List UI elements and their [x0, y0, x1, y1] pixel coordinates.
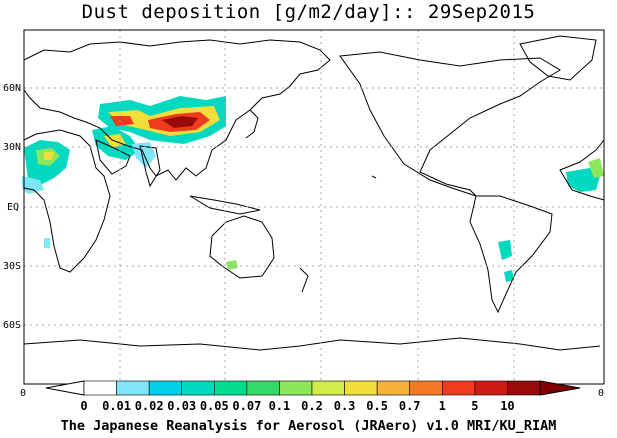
frame-corner-label-left: 0	[20, 388, 26, 399]
coastline-japan	[245, 109, 259, 139]
lat-label-30n: 30N	[3, 142, 21, 153]
dust-deposition-field	[22, 96, 604, 282]
colorbar: 0 0.01 0.02 0.03 0.05 0.07 0.1 0.2 0.3 0.5 0.7 1 5 10	[45, 380, 581, 413]
coastline-north-america	[339, 51, 561, 197]
lat-lon-grid	[24, 30, 604, 384]
dust-plume-argentina	[498, 240, 512, 260]
colorbar-tick-label: 1	[439, 399, 446, 413]
coastline-australia	[209, 215, 275, 279]
dust-plume-patagonia	[504, 270, 514, 282]
colorbar-tick-label: 0.7	[399, 399, 421, 413]
dust-plume-africa-east-core	[588, 158, 604, 178]
coastline-eurasia	[23, 39, 331, 181]
coastline-indonesia	[189, 195, 261, 215]
dust-plume-australia	[226, 260, 238, 270]
colorbar-swatch	[246, 380, 280, 396]
dust-plume-africa-east-edge	[566, 168, 600, 192]
coastline-africa	[23, 129, 111, 273]
colorbar-tick-label: 0.02	[135, 399, 164, 413]
coastline-hawaii	[371, 175, 377, 179]
colorbar-tick-label: 10	[500, 399, 514, 413]
colorbar-tick-label: 0.5	[366, 399, 388, 413]
colorbar-tick-label: 0.07	[232, 399, 261, 413]
colorbar-tick-label: 5	[471, 399, 478, 413]
colorbar-high-arrow	[539, 380, 581, 396]
colorbar-swatch	[181, 380, 215, 396]
lat-label-30s: 30S	[3, 261, 21, 272]
dust-plume-central-asia-peak	[162, 116, 198, 128]
colorbar-swatch	[409, 380, 443, 396]
colorbar-swatch	[344, 380, 378, 396]
dust-plume-sahara-center	[44, 152, 54, 160]
map-footer: The Japanese Reanalysis for Aerosol (JRA…	[60, 418, 557, 434]
coastline-greenland	[519, 35, 597, 81]
colorbar-tick-label: 0.01	[102, 399, 131, 413]
coastline-antarctica	[23, 337, 601, 351]
dust-plume-atlantic	[22, 176, 44, 194]
colorbar-swatch	[116, 380, 150, 396]
colorbar-tick-label: 0.1	[269, 399, 291, 413]
colorbar-swatch	[441, 380, 476, 396]
coastline-india	[139, 145, 161, 188]
colorbar-tick-label: 0.05	[200, 399, 229, 413]
lat-label-60s: 60S	[3, 320, 21, 331]
colorbar-swatch	[507, 380, 541, 396]
colorbar-low-arrow	[45, 380, 85, 396]
lat-label-eq: EQ	[7, 202, 19, 213]
coastline-new-zealand	[299, 267, 309, 293]
frame-corner-label-right: 0	[598, 388, 604, 399]
coastlines	[23, 35, 605, 351]
coastline-arabia	[95, 139, 131, 175]
colorbar-tick-label: 0.2	[301, 399, 323, 413]
dust-plume-madagascar	[44, 238, 50, 248]
lat-label-60n: 60N	[3, 83, 21, 94]
colorbar-swatch	[279, 380, 313, 396]
colorbar-swatch	[148, 380, 183, 396]
colorbar-swatch	[376, 380, 411, 396]
dust-plume-caspian	[110, 116, 134, 126]
colorbar-swatch	[311, 380, 345, 396]
colorbar-swatch	[83, 380, 117, 396]
latitude-labels: 60N 30N EQ 30S 60S	[3, 83, 21, 331]
colorbar-tick-label: 0.3	[334, 399, 356, 413]
coastline-south-america	[469, 195, 553, 314]
colorbar-swatch	[474, 380, 508, 396]
colorbar-swatch	[213, 380, 248, 396]
colorbar-tick-label: 0	[80, 399, 87, 413]
colorbar-tick-label: 0.03	[167, 399, 196, 413]
map-title: Dust deposition [g/m2/day]:: 29Sep2015	[81, 1, 536, 23]
